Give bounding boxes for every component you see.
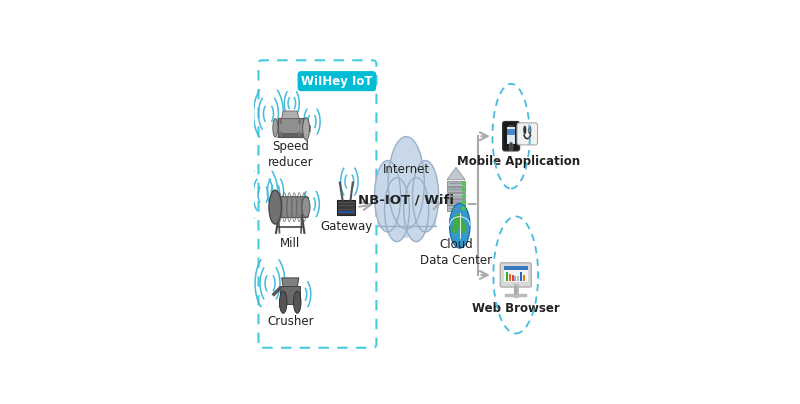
Polygon shape bbox=[282, 278, 298, 301]
FancyBboxPatch shape bbox=[447, 181, 465, 186]
Ellipse shape bbox=[269, 190, 282, 224]
FancyBboxPatch shape bbox=[500, 263, 531, 287]
Bar bbox=[514, 276, 516, 282]
Bar bbox=[520, 272, 522, 282]
Text: Crusher: Crusher bbox=[267, 315, 314, 328]
FancyBboxPatch shape bbox=[447, 205, 465, 211]
Bar bbox=[509, 274, 510, 282]
Ellipse shape bbox=[459, 221, 466, 234]
FancyBboxPatch shape bbox=[506, 129, 515, 135]
FancyBboxPatch shape bbox=[272, 197, 309, 217]
Bar bbox=[517, 276, 519, 282]
Ellipse shape bbox=[450, 204, 470, 248]
FancyBboxPatch shape bbox=[278, 118, 302, 137]
Text: Gateway: Gateway bbox=[320, 220, 372, 233]
Ellipse shape bbox=[298, 118, 301, 125]
Text: Cloud
Data Center: Cloud Data Center bbox=[420, 238, 492, 267]
Bar bbox=[511, 275, 514, 282]
Ellipse shape bbox=[273, 118, 278, 137]
FancyBboxPatch shape bbox=[504, 267, 527, 282]
Ellipse shape bbox=[374, 160, 401, 232]
FancyBboxPatch shape bbox=[338, 200, 355, 215]
Bar bbox=[523, 275, 525, 282]
Text: WiIHey IoT: WiIHey IoT bbox=[301, 75, 373, 88]
Ellipse shape bbox=[404, 178, 429, 242]
Ellipse shape bbox=[510, 142, 513, 151]
Ellipse shape bbox=[452, 224, 458, 234]
Ellipse shape bbox=[454, 214, 463, 229]
Bar bbox=[506, 272, 508, 282]
Ellipse shape bbox=[385, 178, 410, 242]
FancyBboxPatch shape bbox=[447, 199, 465, 205]
Polygon shape bbox=[447, 167, 465, 180]
FancyBboxPatch shape bbox=[280, 286, 300, 304]
Text: Web Browser: Web Browser bbox=[472, 302, 560, 315]
Ellipse shape bbox=[298, 131, 301, 137]
Ellipse shape bbox=[514, 285, 518, 295]
Ellipse shape bbox=[523, 126, 526, 134]
FancyBboxPatch shape bbox=[377, 206, 436, 226]
Ellipse shape bbox=[302, 197, 310, 217]
Ellipse shape bbox=[391, 164, 421, 238]
Ellipse shape bbox=[279, 291, 287, 313]
Ellipse shape bbox=[413, 160, 438, 232]
FancyBboxPatch shape bbox=[302, 125, 310, 131]
Polygon shape bbox=[282, 111, 299, 118]
Ellipse shape bbox=[302, 118, 310, 140]
Text: Speed
reducer: Speed reducer bbox=[267, 140, 313, 169]
FancyBboxPatch shape bbox=[278, 133, 302, 137]
FancyBboxPatch shape bbox=[504, 266, 527, 269]
Ellipse shape bbox=[528, 126, 531, 134]
Ellipse shape bbox=[388, 137, 424, 229]
Ellipse shape bbox=[280, 118, 282, 125]
Text: Mill: Mill bbox=[280, 237, 300, 250]
FancyBboxPatch shape bbox=[447, 187, 465, 192]
Text: NB-IOT / Wifi: NB-IOT / Wifi bbox=[358, 194, 454, 207]
FancyBboxPatch shape bbox=[447, 193, 465, 198]
FancyBboxPatch shape bbox=[338, 211, 354, 213]
FancyBboxPatch shape bbox=[506, 127, 515, 144]
Ellipse shape bbox=[294, 291, 301, 313]
Text: Mobile Application: Mobile Application bbox=[458, 156, 581, 168]
Text: Internet: Internet bbox=[382, 163, 430, 176]
Ellipse shape bbox=[280, 131, 282, 137]
FancyBboxPatch shape bbox=[517, 123, 538, 145]
FancyBboxPatch shape bbox=[502, 122, 519, 151]
